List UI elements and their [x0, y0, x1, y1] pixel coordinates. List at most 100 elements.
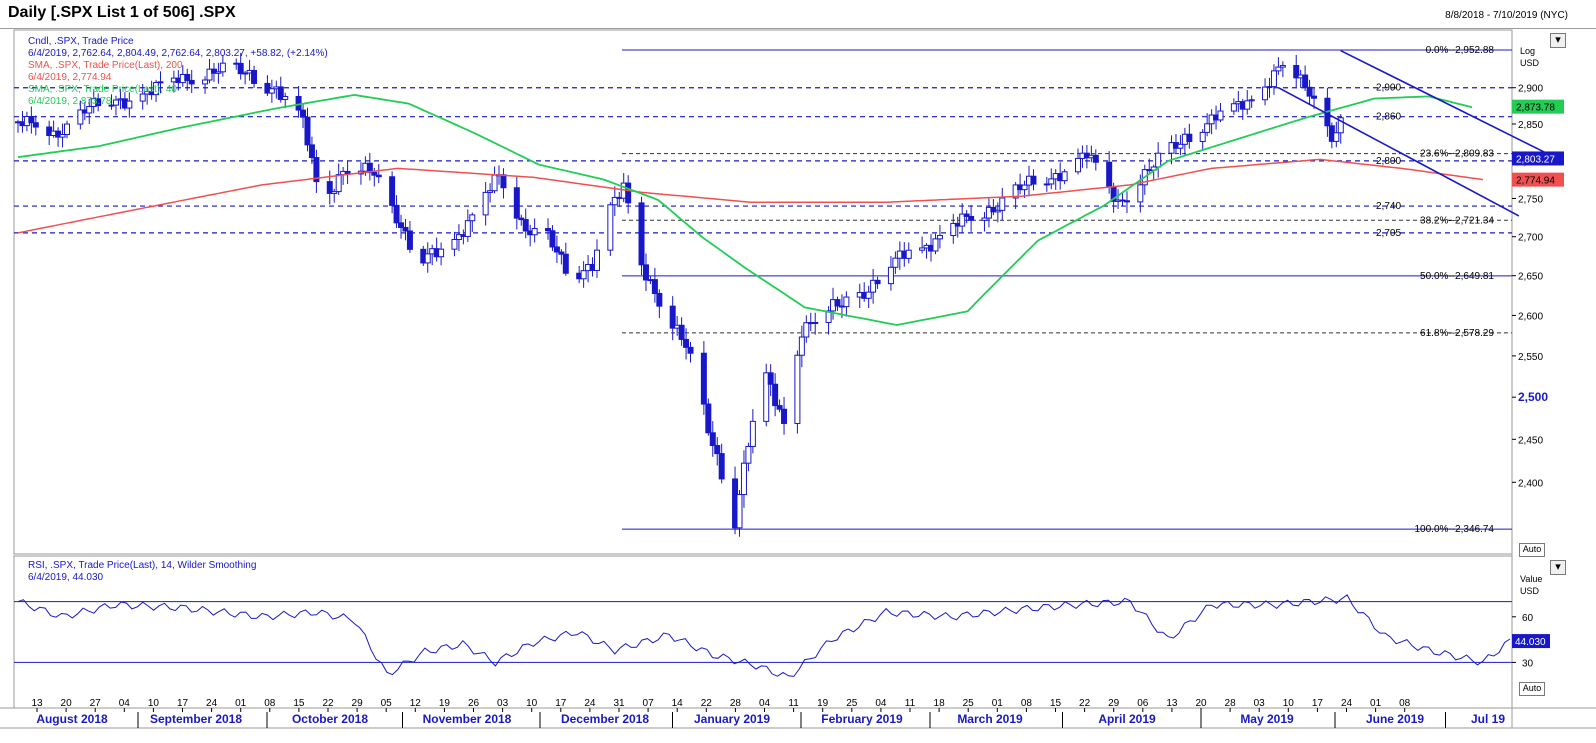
rsi-auto-scale-button[interactable]: Auto	[1519, 682, 1545, 696]
candle-body	[936, 235, 943, 240]
date-range-label: 8/8/2018 - 7/10/2019 (NYC)	[1445, 10, 1568, 21]
candle-body	[304, 116, 311, 146]
candle-body	[985, 206, 992, 219]
candle-body	[482, 191, 489, 216]
month-label: October 2018	[292, 712, 368, 726]
candle-body	[736, 494, 743, 529]
level-label: 2,800	[1376, 156, 1401, 167]
candle-body	[402, 226, 409, 232]
month-label: November 2018	[423, 712, 512, 726]
price-legend-line: SMA, .SPX, Trade Price(Last), 200	[28, 60, 183, 71]
candle-body	[1302, 74, 1309, 88]
candle-body	[371, 171, 378, 176]
candle-body	[202, 79, 209, 85]
panel-collapse-button[interactable]: ▾	[1550, 33, 1566, 48]
y-tick-label: 2,900	[1518, 84, 1543, 95]
candle-body	[157, 81, 164, 84]
candle-body	[1275, 66, 1282, 72]
price-auto-scale-button[interactable]: Auto	[1519, 543, 1545, 557]
candle-body	[1074, 157, 1081, 173]
candle-body	[714, 445, 721, 455]
candle-body	[1061, 171, 1068, 182]
candle-body	[464, 220, 471, 237]
month-label: Jul 19	[1471, 712, 1505, 726]
value-badge	[1512, 99, 1564, 114]
rsi-line	[17, 594, 1511, 677]
candle-body	[825, 310, 832, 323]
value-badge-label: 2,803.27	[1516, 154, 1555, 165]
candle-body	[1092, 154, 1099, 163]
candle-body	[763, 372, 770, 422]
candle-body	[611, 196, 618, 206]
candle-body	[1279, 64, 1286, 68]
month-label: January 2019	[694, 712, 770, 726]
x-tick-label: 25	[963, 698, 975, 709]
candle-body	[642, 264, 649, 281]
value-badge-label: 2,774.94	[1516, 176, 1555, 187]
rsi-y-tick-label: 60	[1522, 613, 1534, 624]
candle-body	[1177, 143, 1184, 149]
x-tick-label: 28	[1225, 698, 1237, 709]
candle-body	[959, 213, 966, 227]
channel-upper-line	[1340, 49, 1555, 158]
candle-body	[1155, 152, 1162, 168]
x-tick-label: 04	[119, 698, 131, 709]
chart-title: Daily [.SPX List 1 of 506] .SPX	[8, 4, 236, 21]
y-tick-label: 2,650	[1518, 272, 1543, 283]
candle-body	[184, 73, 191, 81]
month-label: June 2019	[1366, 712, 1424, 726]
candle-body	[1244, 100, 1251, 110]
candle-body	[981, 217, 988, 221]
candle-body	[455, 234, 462, 241]
fib-level-label: 50.0%--2,649.81	[1420, 271, 1494, 282]
x-tick-label: 07	[643, 698, 655, 709]
candle-body	[865, 291, 872, 299]
x-tick-label: 06	[1137, 698, 1149, 709]
x-tick-label: 03	[1254, 698, 1266, 709]
candle-body	[870, 279, 877, 293]
candle-body	[892, 257, 899, 268]
candle-body	[718, 453, 725, 480]
month-label: August 2018	[36, 712, 108, 726]
candle-body	[1043, 183, 1050, 186]
x-tick-label: 08	[1021, 698, 1033, 709]
candle-body	[1204, 123, 1211, 133]
level-label: 2,740	[1376, 201, 1401, 212]
month-label: April 2019	[1098, 712, 1156, 726]
candle-body	[919, 247, 926, 251]
candle-body	[313, 157, 320, 183]
candle-body	[932, 238, 939, 252]
candle-body	[544, 228, 551, 232]
candle-body	[237, 62, 244, 75]
month-label: May 2019	[1240, 712, 1294, 726]
price-legend-line: 6/4/2019, 2,774.94	[28, 72, 112, 83]
y-tick-label: 2,450	[1518, 435, 1543, 446]
candle-body	[812, 321, 819, 324]
candle-body	[745, 445, 752, 464]
candle-body	[469, 214, 476, 222]
sma-40-line	[17, 93, 1473, 326]
candle-body	[268, 88, 275, 94]
y-tick-label: 2,700	[1518, 233, 1543, 244]
candle-body	[1293, 64, 1300, 79]
rsi-legend-line: RSI, .SPX, Trade Price(Last), 14, Wilder…	[28, 560, 256, 571]
candle-body	[1333, 132, 1340, 142]
candle-body	[219, 62, 226, 73]
candle-body	[389, 176, 396, 206]
x-tick-label: 05	[381, 698, 393, 709]
rsi-collapse-button[interactable]: ▾	[1550, 560, 1566, 575]
candle-body	[905, 249, 912, 259]
candle-body	[1123, 200, 1130, 203]
x-tick-label: 18	[934, 698, 946, 709]
candle-body	[772, 383, 779, 407]
rsi-scale-type-label: Value	[1520, 574, 1543, 584]
title-bar: Daily [.SPX List 1 of 506] .SPX 8/8/2018…	[0, 0, 1596, 29]
x-tick-label: 01	[1370, 698, 1382, 709]
candle-body	[335, 174, 342, 193]
candle-body	[678, 324, 685, 340]
x-tick-label: 12	[410, 698, 422, 709]
x-tick-label: 20	[1195, 698, 1207, 709]
x-tick-label: 01	[992, 698, 1004, 709]
candle-body	[683, 338, 690, 348]
